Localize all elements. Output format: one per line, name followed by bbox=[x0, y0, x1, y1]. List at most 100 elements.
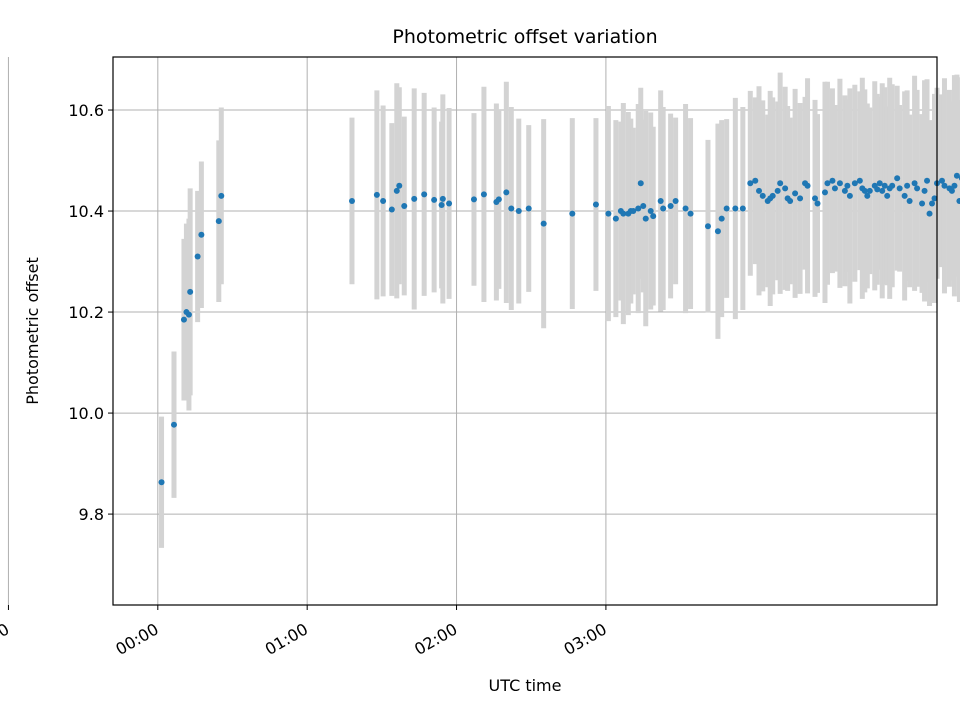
data-point bbox=[824, 180, 831, 187]
data-point bbox=[739, 205, 746, 212]
data-point bbox=[592, 201, 599, 208]
data-point bbox=[503, 189, 510, 196]
data-point bbox=[373, 191, 380, 198]
data-point bbox=[348, 197, 355, 204]
data-point bbox=[874, 186, 881, 193]
data-point bbox=[635, 205, 642, 212]
data-point bbox=[851, 180, 858, 187]
data-point bbox=[495, 196, 502, 203]
data-point bbox=[620, 210, 627, 217]
data-point bbox=[812, 195, 819, 202]
data-point bbox=[941, 182, 948, 189]
data-point bbox=[187, 288, 194, 295]
data-point bbox=[672, 197, 679, 204]
data-point bbox=[804, 182, 811, 189]
data-point bbox=[704, 223, 711, 230]
y-tick-label: 10.2 bbox=[68, 303, 104, 322]
data-point bbox=[797, 195, 804, 202]
data-point bbox=[919, 200, 926, 207]
data-point bbox=[388, 206, 395, 213]
data-point bbox=[948, 187, 955, 194]
data-point bbox=[831, 185, 838, 192]
data-points bbox=[158, 172, 960, 486]
data-point bbox=[829, 177, 836, 184]
y-tick-label: 10.4 bbox=[68, 202, 104, 221]
data-point bbox=[777, 180, 784, 187]
x-axis-title: UTC time bbox=[489, 676, 562, 695]
data-point bbox=[640, 202, 647, 209]
data-point bbox=[884, 192, 891, 199]
y-tick-label: 10.6 bbox=[68, 101, 104, 120]
data-point bbox=[929, 200, 936, 207]
data-point bbox=[821, 189, 828, 196]
data-point bbox=[951, 182, 958, 189]
data-point bbox=[723, 205, 730, 212]
plot-frame bbox=[112, 56, 938, 606]
data-point bbox=[438, 201, 445, 208]
data-point bbox=[953, 172, 960, 179]
data-point bbox=[747, 180, 754, 187]
data-point bbox=[879, 187, 886, 194]
data-point bbox=[480, 191, 487, 198]
data-point bbox=[396, 182, 403, 189]
data-point bbox=[856, 177, 863, 184]
data-point bbox=[431, 196, 438, 203]
data-point bbox=[861, 187, 868, 194]
data-point bbox=[525, 205, 532, 212]
data-point bbox=[814, 200, 821, 207]
data-point bbox=[647, 208, 654, 215]
data-point bbox=[657, 197, 664, 204]
data-point bbox=[667, 202, 674, 209]
data-point bbox=[914, 185, 921, 192]
y-tick-label: 9.8 bbox=[79, 505, 104, 524]
data-point bbox=[569, 210, 576, 217]
data-point bbox=[612, 215, 619, 222]
data-point bbox=[215, 218, 222, 225]
data-point bbox=[956, 197, 960, 204]
data-point bbox=[446, 200, 453, 207]
data-point bbox=[921, 187, 928, 194]
data-point bbox=[759, 192, 766, 199]
data-point bbox=[938, 177, 945, 184]
data-point bbox=[889, 182, 896, 189]
data-point bbox=[630, 208, 637, 215]
data-point bbox=[844, 182, 851, 189]
data-point bbox=[637, 180, 644, 187]
data-point bbox=[605, 210, 612, 217]
data-point bbox=[911, 180, 918, 187]
data-point bbox=[894, 175, 901, 182]
y-axis: 9.8 10.0 10.2 10.4 10.6 bbox=[68, 101, 113, 524]
data-point bbox=[904, 182, 911, 189]
data-point bbox=[439, 195, 446, 202]
data-point bbox=[194, 253, 201, 260]
data-point bbox=[180, 316, 187, 323]
data-point bbox=[787, 197, 794, 204]
data-point bbox=[470, 196, 477, 203]
data-point bbox=[866, 187, 873, 194]
data-point bbox=[732, 205, 739, 212]
data-point bbox=[714, 228, 721, 235]
data-point bbox=[411, 195, 418, 202]
data-point bbox=[792, 190, 799, 197]
y-tick-label: 10.0 bbox=[68, 404, 104, 423]
data-point bbox=[380, 197, 387, 204]
data-point bbox=[185, 311, 192, 318]
data-point bbox=[926, 210, 933, 217]
data-point bbox=[836, 180, 843, 187]
data-point bbox=[881, 182, 888, 189]
data-point bbox=[540, 220, 547, 227]
data-point bbox=[782, 185, 789, 192]
data-point bbox=[752, 177, 759, 184]
data-point bbox=[393, 187, 400, 194]
y-axis-title: Photometric offset bbox=[23, 257, 42, 405]
data-point bbox=[687, 210, 694, 217]
data-point bbox=[846, 192, 853, 199]
data-point bbox=[515, 208, 522, 215]
chart-title: Photometric offset variation bbox=[392, 26, 657, 48]
data-point bbox=[650, 213, 657, 220]
data-point bbox=[864, 192, 871, 199]
data-point bbox=[769, 192, 776, 199]
data-point bbox=[421, 191, 428, 198]
data-point bbox=[901, 192, 908, 199]
